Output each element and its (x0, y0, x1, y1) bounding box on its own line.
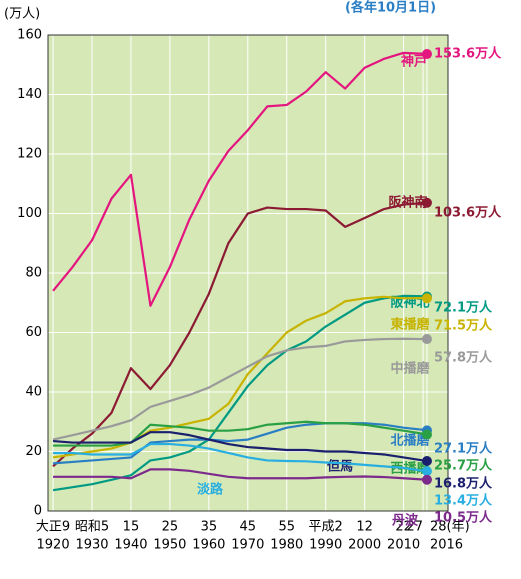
value-label: 16.8万人 (434, 476, 493, 492)
y-tick-label: 40 (25, 385, 42, 400)
x-tick-label-western: 1960 (192, 538, 225, 553)
x-tick-label-western: 1970 (231, 538, 264, 553)
x-tick-label: 平成2 (309, 520, 343, 535)
value-label: 57.8万人 (434, 350, 493, 366)
x-tick-label: 25 (162, 520, 179, 535)
series-line (52, 337, 427, 441)
series-line (52, 422, 428, 465)
y-tick-label: 0 (34, 504, 42, 519)
end-point (421, 293, 432, 304)
x-tick-label: 大正9 (36, 520, 70, 535)
x-tick-label-western: 1950 (153, 538, 186, 553)
series-name-label: 中播磨 (390, 361, 429, 377)
y-unit-label: (万人) (4, 7, 40, 22)
value-label: 71.5万人 (434, 318, 493, 334)
x-tick-label-western: 2000 (348, 538, 381, 553)
series-line (52, 431, 428, 463)
series-name-label: 東播磨 (390, 317, 429, 333)
end-point (421, 456, 432, 467)
x-tick-label: 55 (278, 520, 295, 535)
value-label: 25.7万人 (434, 458, 493, 474)
series-line (52, 295, 428, 459)
series-name-label: 北播磨 (390, 433, 429, 449)
series-line (52, 201, 428, 468)
plot-frame (47, 34, 449, 512)
subtitle: (各年10月1日) (345, 0, 436, 16)
value-label: 27.1万人 (434, 441, 493, 457)
value-label: 10.5万人 (434, 510, 493, 526)
series-name-label: 但馬 (326, 459, 353, 475)
x-tick-label: 28(年) (430, 520, 470, 535)
x-tick-label: 35 (201, 520, 218, 535)
series-line (52, 51, 428, 307)
series-line (53, 442, 428, 473)
x-tick-label: 15 (123, 520, 140, 535)
x-tick-label-western: 2010 (387, 538, 420, 553)
series-name-label: 淡路 (197, 482, 224, 498)
series-name-label: 神戸 (401, 54, 427, 70)
x-tick-label: 昭和5 (75, 520, 109, 535)
y-tick-label: 120 (17, 147, 42, 162)
x-tick-label-western: 1920 (37, 538, 70, 553)
y-tick-label: 80 (25, 266, 42, 281)
x-tick-label-western: 2016 (430, 538, 463, 553)
x-tick-label-western: 1980 (270, 538, 303, 553)
value-label: 103.6万人 (434, 205, 502, 221)
y-tick-label: 160 (17, 28, 42, 43)
x-tick-label: 22 (395, 520, 412, 535)
end-point (421, 466, 432, 477)
x-tick-label: 27 (407, 520, 424, 535)
end-point (421, 49, 432, 60)
end-point (421, 474, 432, 485)
x-tick-label: 45 (240, 520, 257, 535)
end-point (421, 429, 432, 440)
end-point (421, 334, 432, 345)
x-tick-label-western: 1940 (114, 538, 147, 553)
series-line (53, 420, 428, 447)
value-label: 72.1万人 (434, 300, 493, 316)
series-line (53, 468, 428, 481)
value-label: 13.4万人 (434, 493, 493, 509)
series-name-label: 阪神南 (388, 195, 427, 211)
value-label: 153.6万人 (434, 46, 502, 62)
y-tick-label: 20 (25, 444, 42, 459)
x-tick-label-western: 1930 (75, 538, 108, 553)
series-name-label: 丹波 (392, 513, 419, 529)
y-tick-label: 140 (17, 87, 42, 102)
y-tick-label: 100 (17, 206, 42, 221)
y-tick-label: 60 (25, 325, 42, 340)
x-tick-label: 12 (356, 520, 373, 535)
x-tick-label-western: 1990 (309, 538, 342, 553)
end-point (421, 197, 432, 208)
